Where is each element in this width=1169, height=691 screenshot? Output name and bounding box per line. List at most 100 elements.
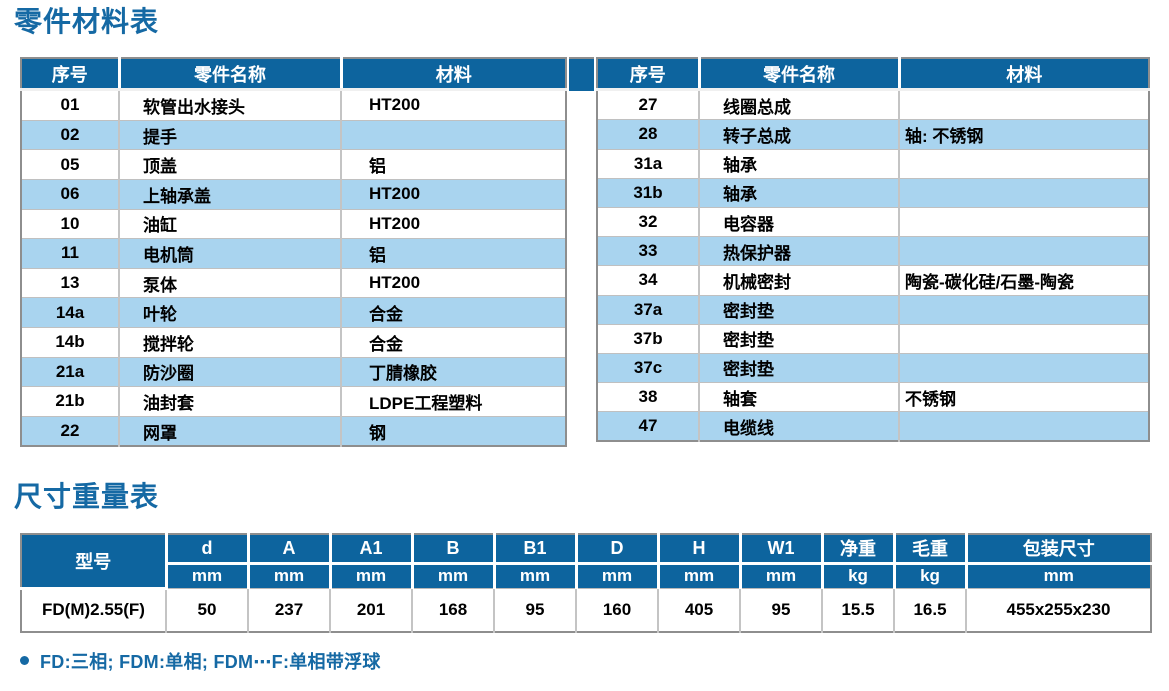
model-value-cell: FD(M)2.55(F) — [21, 587, 166, 632]
part-material-cell — [898, 323, 1149, 354]
parts-table-left: 序号 零件名称 材料 01 软管出水接头 HT200 02 提手 05 顶盖铝 06 上轴承盖 H… — [20, 57, 567, 448]
table-row: 37a 密封垫 — [597, 294, 1149, 325]
table-row: 14a 叶轮 合金 — [21, 297, 566, 328]
dims-value-cell: 405 — [657, 587, 740, 632]
part-name-cell: 电机筒 — [118, 238, 341, 269]
footnote: FD:三相; FDM:单相; FDM⋯F:单相带浮球 — [20, 648, 1169, 674]
part-material-cell: 轴: 不锈钢 — [898, 119, 1149, 150]
dims-col-unit: mm — [738, 563, 822, 588]
part-material-cell: LDPE工程塑料 — [340, 386, 566, 417]
part-name-cell: 叶轮 — [118, 297, 341, 328]
dims-col-unit: mm — [246, 563, 330, 588]
part-name-cell: 防沙圈 — [118, 356, 341, 387]
part-number-cell: 37b — [597, 323, 699, 354]
part-name-cell: 油缸 — [118, 208, 341, 239]
table-row: 27 线圈总成 — [597, 89, 1149, 120]
part-material-cell — [340, 119, 566, 150]
part-number-cell: 31b — [597, 177, 699, 208]
part-name-cell: 轴套 — [698, 382, 899, 412]
dimensions-weight-table: 型号 d A A1 B B1 D H W1 净重 毛重 包装尺寸 mm mm mm mm mm mm mm mm k… — [20, 532, 1152, 633]
part-number-cell: 31a — [597, 148, 699, 179]
dims-value-cell: 95 — [739, 587, 822, 632]
dims-value-cell: 201 — [329, 587, 412, 632]
dims-col-label: A1 — [328, 533, 412, 565]
table-row: 31a 轴承 — [597, 148, 1149, 179]
col-header-part-name: 零件名称 — [697, 58, 899, 92]
part-material-cell: HT200 — [340, 267, 566, 298]
parts-table-right: 序号 零件名称 材料 27 线圈总成 28 转子总成 轴: 不锈钢 31a 轴承 31b 轴承 3… — [596, 57, 1150, 443]
part-material-cell — [898, 148, 1149, 179]
parts-table-left-header-row: 序号 零件名称 材料 — [21, 58, 566, 92]
bullet-icon — [20, 656, 29, 665]
dims-col-unit: kg — [820, 563, 894, 588]
col-header-material: 材料 — [897, 58, 1149, 92]
dims-col-unit: mm — [328, 563, 412, 588]
part-material-cell: 合金 — [340, 326, 566, 358]
part-number-cell: 28 — [597, 119, 699, 150]
part-name-cell: 油封套 — [118, 386, 341, 417]
part-number-cell: 33 — [597, 236, 699, 266]
dims-header-row-labels: 型号 d A A1 B B1 D H W1 净重 毛重 包装尺寸 — [21, 533, 1151, 590]
dims-value-cell: 168 — [411, 587, 494, 632]
dims-value-cell: 95 — [493, 587, 576, 632]
part-name-cell: 软管出水接头 — [118, 89, 341, 121]
dims-col-label: D — [574, 533, 658, 565]
part-name-cell: 密封垫 — [698, 294, 899, 325]
dims-col-label: A — [246, 533, 330, 565]
footnote-text: FD:三相; FDM:单相; FDM⋯F:单相带浮球 — [40, 651, 381, 672]
dims-col-label: d — [164, 533, 248, 565]
parts-table-right-header-row: 序号 零件名称 材料 — [597, 58, 1149, 92]
part-name-cell: 电缆线 — [698, 411, 899, 442]
part-name-cell: 转子总成 — [698, 119, 899, 150]
dimensions-weight-title: 尺寸重量表 — [14, 481, 160, 513]
part-number-cell: 37c — [597, 352, 699, 383]
part-material-cell: 钢 — [340, 415, 566, 447]
part-material-cell: HT200 — [340, 89, 566, 121]
part-number-cell: 13 — [21, 267, 119, 298]
dims-value-cell: 50 — [165, 587, 248, 632]
part-name-cell: 提手 — [118, 119, 341, 150]
table-row: 10 油缸 HT200 — [21, 208, 566, 239]
dims-data-row: FD(M)2.55(F) 50 237 201 168 95 160 405 95 15.5 16… — [21, 587, 1151, 632]
table-row: 34 机械密封 陶瓷-碳化硅/石墨-陶瓷 — [597, 265, 1149, 295]
table-row: 02 提手 — [21, 119, 566, 150]
table-row: 37b 密封垫 — [597, 323, 1149, 354]
part-name-cell: 网罩 — [118, 415, 341, 447]
part-number-cell: 37a — [597, 294, 699, 325]
part-number-cell: 21b — [21, 386, 119, 417]
part-name-cell: 泵体 — [118, 267, 341, 298]
dims-value-cell: 15.5 — [821, 587, 894, 632]
part-material-cell: 丁腈橡胶 — [340, 356, 566, 387]
part-number-cell: 10 — [21, 208, 119, 239]
dims-header-row-units: mm mm mm mm mm mm mm mm kg kg mm — [21, 563, 1151, 588]
part-material-cell: 合金 — [340, 297, 566, 328]
dims-col-label: H — [656, 533, 740, 565]
table-row: 11 电机筒铝 — [21, 238, 566, 269]
part-number-cell: 01 — [21, 89, 119, 121]
dims-value-cell: 160 — [575, 587, 658, 632]
dims-col-unit: mm — [410, 563, 494, 588]
part-name-cell: 密封垫 — [698, 323, 899, 354]
dims-col-unit: kg — [892, 563, 966, 588]
table-row: 31b 轴承 — [597, 177, 1149, 208]
dims-col-label: 净重 — [820, 533, 894, 565]
part-name-cell: 热保护器 — [698, 236, 899, 266]
part-material-cell: 铝 — [340, 149, 566, 180]
part-material-cell — [898, 352, 1149, 383]
part-material-cell — [898, 206, 1149, 237]
part-material-cell: HT200 — [340, 178, 566, 210]
parts-materials-title: 零件材料表 — [14, 6, 160, 37]
dims-col-unit: mm — [574, 563, 658, 588]
part-name-cell: 机械密封 — [698, 265, 899, 295]
dims-col-label: 毛重 — [892, 533, 966, 565]
part-name-cell: 轴承 — [698, 177, 899, 208]
part-material-cell — [898, 294, 1149, 325]
col-header-part-name: 零件名称 — [117, 58, 341, 92]
dims-col-label: 包装尺寸 — [964, 533, 1151, 565]
dims-col-label: B — [410, 533, 494, 565]
table-row: 37c 密封垫 — [597, 352, 1149, 383]
table-row: 06 上轴承盖 HT200 — [21, 178, 566, 210]
part-material-cell: 陶瓷-碳化硅/石墨-陶瓷 — [898, 265, 1149, 295]
table-gap — [567, 57, 596, 447]
part-material-cell — [898, 411, 1149, 442]
